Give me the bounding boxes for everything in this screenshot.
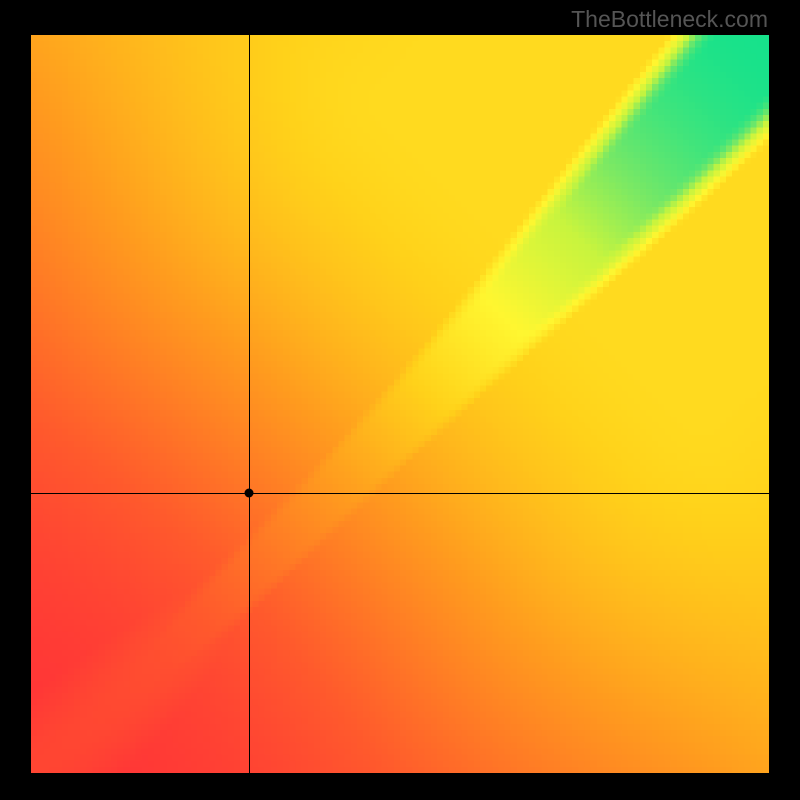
- watermark-text: TheBottleneck.com: [571, 6, 768, 33]
- crosshair-vertical: [249, 35, 250, 773]
- frame-outer: TheBottleneck.com: [0, 0, 800, 800]
- crosshair-horizontal: [31, 493, 769, 494]
- heatmap-canvas: [31, 35, 769, 773]
- crosshair-point: [245, 488, 254, 497]
- plot-area: [31, 35, 769, 773]
